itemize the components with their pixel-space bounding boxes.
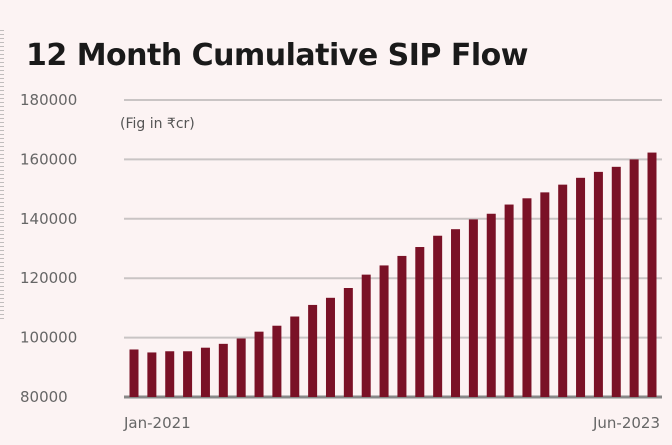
- x-tick-label-first: Jan-2021: [123, 414, 191, 432]
- bar-Jan-2023: [558, 184, 568, 397]
- decorative-dotted-border: [0, 30, 4, 320]
- bar-May-2022: [415, 247, 425, 397]
- y-tick-label: 140000: [20, 210, 77, 228]
- bar-Jan-2022: [343, 288, 353, 397]
- bar-Jan-2021: [129, 349, 139, 397]
- bar-Dec-2022: [540, 192, 550, 397]
- bar-Feb-2021: [147, 352, 157, 397]
- bar-Mar-2021: [165, 351, 175, 397]
- bar-Sep-2022: [486, 213, 496, 397]
- bar-May-2021: [200, 347, 210, 397]
- bar-Oct-2021: [290, 316, 300, 397]
- y-tick-label: 100000: [20, 329, 77, 347]
- bar-Jun-2023: [647, 152, 657, 397]
- bar-Dec-2021: [325, 297, 335, 397]
- bar-Jul-2021: [236, 338, 246, 397]
- y-tick-label: 120000: [20, 269, 77, 287]
- bar-Apr-2021: [183, 351, 193, 397]
- y-tick-label: 160000: [20, 150, 77, 168]
- bar-Aug-2021: [254, 331, 264, 397]
- bar-Mar-2023: [593, 171, 603, 397]
- bar-Apr-2022: [397, 255, 407, 397]
- bar-Nov-2022: [522, 198, 532, 397]
- x-tick-label-last: Jun-2023: [592, 414, 660, 432]
- bar-Feb-2022: [361, 274, 371, 397]
- bar-Mar-2022: [379, 265, 389, 397]
- bar-Jun-2021: [218, 343, 228, 397]
- bar-Oct-2022: [504, 204, 514, 397]
- chart-subtitle: (Fig in ₹cr): [120, 116, 195, 132]
- bar-Apr-2023: [611, 166, 621, 397]
- bar-Sep-2021: [272, 325, 282, 397]
- bar-Nov-2021: [308, 304, 318, 397]
- y-tick-label: 180000: [20, 91, 77, 109]
- chart-title: 12 Month Cumulative SIP Flow: [26, 38, 528, 73]
- bar-Feb-2023: [576, 177, 586, 397]
- bar-Jul-2022: [451, 229, 461, 397]
- bar-May-2023: [629, 159, 639, 397]
- bar-Jun-2022: [433, 235, 443, 397]
- bar-Aug-2022: [468, 219, 478, 397]
- y-tick-label: 80000: [20, 388, 68, 406]
